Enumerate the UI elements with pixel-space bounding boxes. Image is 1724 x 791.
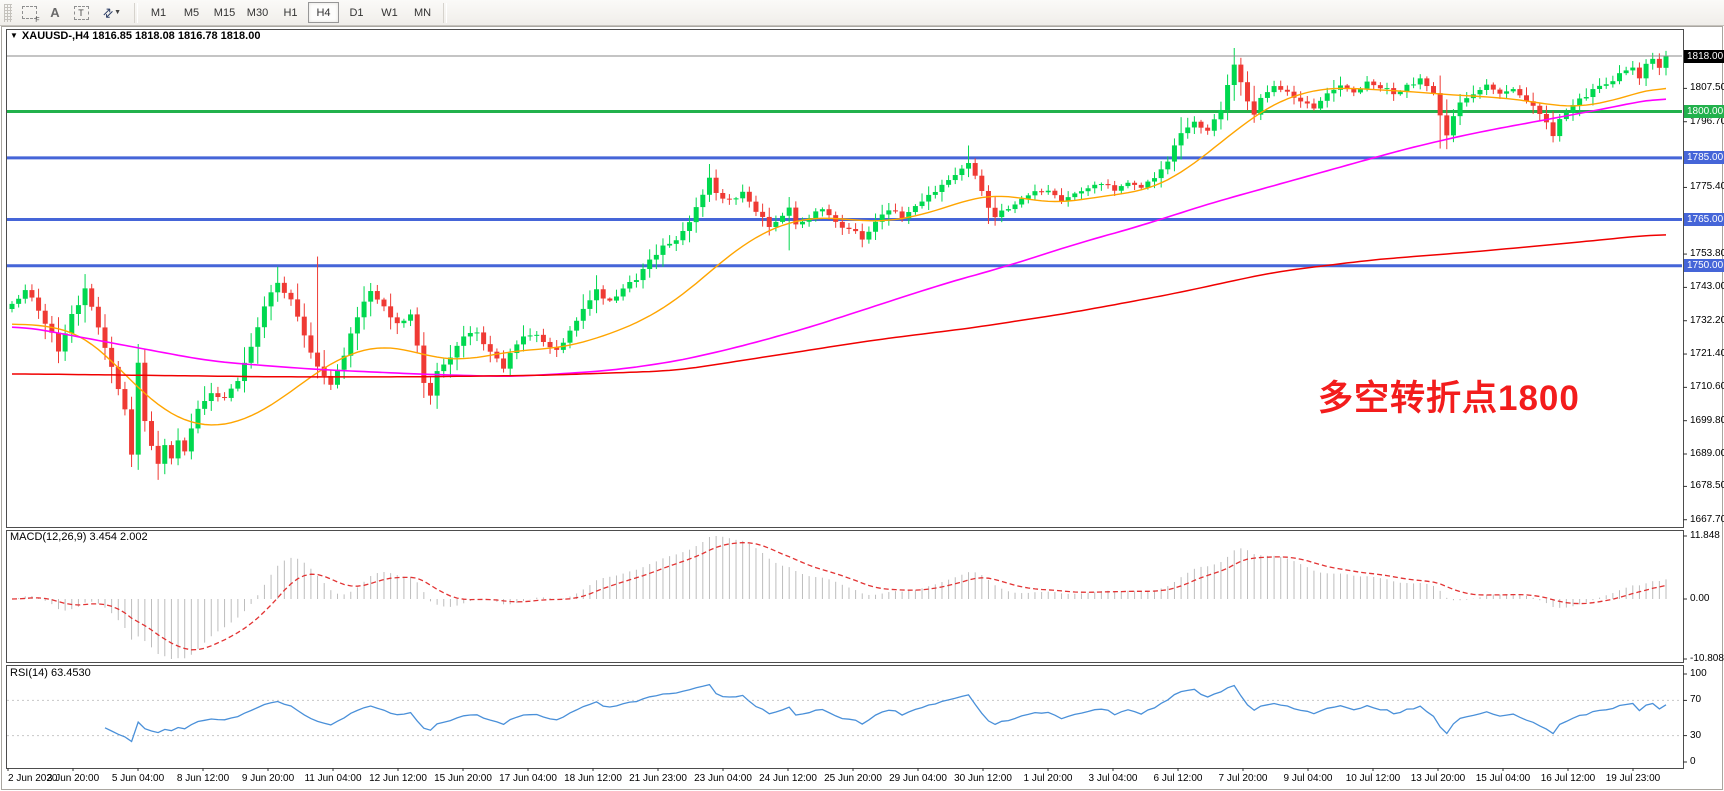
indicator-tick-label: 11.848	[1690, 530, 1720, 541]
price-tick-label: 1699.80	[1690, 414, 1724, 426]
hline-price-badge: 1765.00	[1684, 213, 1724, 227]
time-axis-label: 3 Jun 20:00	[46, 773, 100, 784]
time-axis-label: 5 Jun 04:00	[111, 773, 165, 784]
current-price-badge: 1818.00	[1684, 49, 1724, 63]
indicator-tick-label: 100	[1690, 668, 1707, 679]
indicator-tick-label: 0	[1690, 756, 1696, 767]
time-axis-label: 15 Jun 20:00	[434, 773, 492, 784]
price-tick-label: 1678.50	[1690, 480, 1724, 492]
timeframe-button-W1[interactable]: W1	[381, 6, 398, 19]
timeframe-button-H4[interactable]: H4	[308, 2, 339, 23]
price-tick-label: 1667.70	[1690, 513, 1724, 525]
text-box-icon: T	[73, 5, 89, 20]
time-axis-label: 24 Jun 12:00	[759, 773, 817, 784]
rsi-panel-label: RSI(14) 63.4530	[10, 667, 91, 679]
timeframe-button-D1[interactable]: D1	[349, 6, 364, 19]
crosshair-grid-icon	[21, 6, 40, 24]
timeframe-button-M1[interactable]: M1	[150, 6, 167, 19]
time-axis-label: 18 Jun 12:00	[564, 773, 622, 784]
price-tick-label: 1807.50	[1690, 82, 1724, 94]
time-axis-label: 9 Jul 04:00	[1283, 773, 1333, 784]
hline-price-badge: 1800.00	[1684, 105, 1724, 119]
time-axis-label: 6 Jul 12:00	[1153, 773, 1203, 784]
time-axis-label: 16 Jul 12:00	[1540, 773, 1596, 784]
time-axis-label: 2 Jun 2020	[8, 773, 58, 784]
chevron-down-icon: ▼	[114, 9, 121, 16]
time-axis-label: 30 Jun 12:00	[954, 773, 1012, 784]
symbol-period-label: XAUUSD-,H4	[21, 30, 90, 42]
hline-price-badge: 1750.00	[1684, 259, 1724, 273]
crosshair-grid-button[interactable]	[16, 2, 42, 24]
indicator-tick-label: -10.808	[1690, 653, 1724, 664]
timeframe-button-MN[interactable]: MN	[413, 6, 432, 19]
price-tick-label: 1743.00	[1690, 281, 1724, 293]
toolbar-grip[interactable]	[4, 3, 12, 22]
toolbar-separator	[443, 2, 447, 23]
time-axis-label: 11 Jun 04:00	[304, 773, 362, 784]
time-axis-label: 9 Jun 20:00	[241, 773, 295, 784]
timeframe-toolbar: M1 M5 M15 M30 H1 H4 D1 W1 MN	[142, 2, 439, 23]
time-axis-label: 15 Jul 04:00	[1475, 773, 1531, 784]
annotation-text: 多空转折点1800	[1318, 379, 1580, 418]
chart-window: ▼ XAUUSD-,H4 1816.85 1818.08 1816.78 1818…	[0, 26, 1724, 791]
time-axis-label: 21 Jun 23:00	[629, 773, 687, 784]
timeframe-button-M15[interactable]: M15	[213, 6, 236, 19]
time-axis-label: 8 Jun 12:00	[176, 773, 230, 784]
price-tick-label: 1710.60	[1690, 381, 1724, 393]
chart-collapse-arrow-icon[interactable]: ▼	[10, 31, 18, 40]
indicator-tick-label: 70	[1690, 694, 1702, 706]
price-tick-label: 1689.00	[1690, 448, 1724, 459]
price-tick-label: 1753.80	[1690, 248, 1724, 260]
chart-symbol-title: ▼ XAUUSD-,H4 1816.85 1818.08 1816.78 1818…	[10, 30, 260, 42]
timeframe-button-H1[interactable]: H1	[283, 6, 298, 19]
time-axis-label: 7 Jul 20:00	[1218, 773, 1268, 784]
price-tick-label: 1732.20	[1690, 314, 1724, 326]
top-toolbar: A T ⇄ ▼ M1 M5 M15 M30 H1 H4 D1 W1 MN	[0, 0, 1724, 26]
text-a-button[interactable]: A	[42, 2, 68, 24]
timeframe-button-M5[interactable]: M5	[183, 6, 200, 19]
hline-price-badge: 1785.00	[1684, 151, 1724, 165]
toolbar-separator	[134, 2, 138, 23]
arrows-tool-button[interactable]: ⇄ ▼	[94, 2, 130, 24]
time-axis-label: 29 Jun 04:00	[889, 773, 947, 784]
time-axis-label: 13 Jul 20:00	[1410, 773, 1466, 784]
price-tick-label: 1796.70	[1690, 115, 1724, 127]
time-axis-label: 23 Jun 04:00	[694, 773, 752, 784]
macd-panel-label: MACD(12,26,9) 3.454 2.002	[10, 531, 148, 543]
price-tick-label: 1775.40	[1690, 181, 1724, 193]
time-axis-label: 3 Jul 04:00	[1088, 773, 1138, 784]
time-axis-label: 17 Jun 04:00	[499, 773, 557, 784]
time-axis-label: 10 Jul 12:00	[1345, 773, 1401, 784]
time-axis-label: 19 Jul 23:00	[1605, 773, 1661, 784]
time-axis-label: 25 Jun 20:00	[824, 773, 882, 784]
indicator-tick-label: 0.00	[1690, 593, 1710, 604]
text-label-button[interactable]: T	[68, 2, 94, 24]
arrows-icon: ⇄	[99, 3, 117, 22]
price-tick-label: 1721.40	[1690, 348, 1724, 360]
price-chart-canvas[interactable]	[0, 26, 1724, 791]
letter-a-icon: A	[50, 5, 60, 20]
time-axis-label: 12 Jun 12:00	[369, 773, 427, 784]
time-axis-label: 1 Jul 20:00	[1023, 773, 1073, 784]
timeframe-button-M30[interactable]: M30	[246, 6, 269, 19]
ohlc-values: 1816.85 1818.08 1816.78 1818.00	[92, 30, 261, 42]
indicator-tick-label: 30	[1690, 729, 1702, 741]
